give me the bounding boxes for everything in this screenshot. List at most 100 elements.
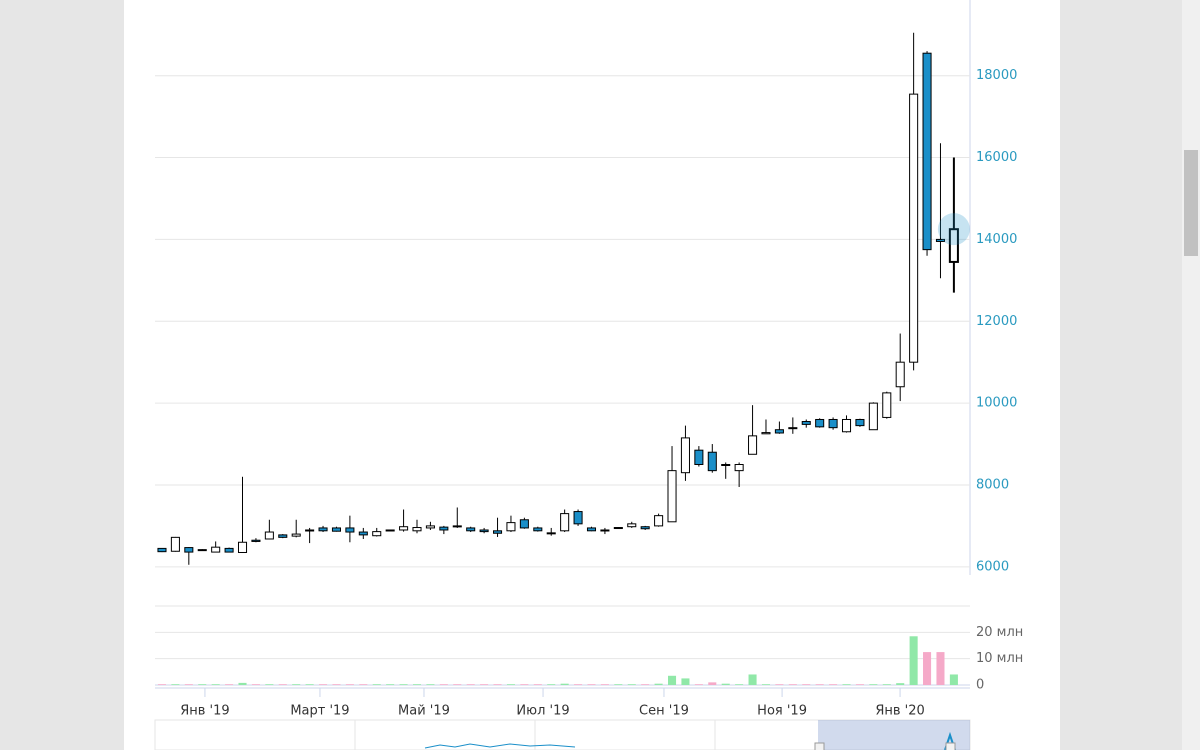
- volume-tick-label: 10 млн: [976, 651, 1023, 666]
- candle-body: [667, 470, 677, 523]
- volume-bar: [211, 684, 220, 685]
- volume-bar: [869, 684, 878, 685]
- candle-body: [734, 464, 744, 472]
- x-tick-label: Ноя '19: [757, 704, 807, 719]
- candle-body: [224, 547, 234, 553]
- volume-bar: [654, 683, 663, 685]
- volume-bar: [748, 674, 757, 685]
- candle-body: [278, 534, 288, 538]
- volume-bar: [574, 684, 583, 685]
- volume-bar: [735, 684, 744, 685]
- candle-body: [560, 513, 570, 532]
- candle-body: [466, 527, 476, 532]
- volume-bar: [923, 652, 932, 685]
- volume-bar: [319, 684, 328, 685]
- volume-bar: [198, 684, 207, 685]
- volume-bar: [896, 683, 905, 685]
- candle-body: [654, 515, 664, 527]
- y-tick-label: 16000: [976, 150, 1017, 165]
- volume-bar: [412, 684, 422, 685]
- volume-bar: [909, 636, 918, 685]
- volume-bar: [265, 684, 274, 685]
- candle-body: [546, 532, 556, 535]
- volume-bar: [157, 684, 167, 685]
- volume-bar: [493, 684, 502, 685]
- volume-bar: [802, 684, 811, 685]
- candle-body: [506, 522, 516, 532]
- candle-body: [748, 435, 758, 455]
- candle-body: [372, 531, 382, 537]
- candle-body: [345, 527, 355, 533]
- volume-bar: [292, 684, 301, 685]
- volume-bar: [761, 684, 771, 685]
- volume-bar: [788, 684, 797, 685]
- candle-body: [157, 547, 167, 553]
- volume-bar: [547, 684, 556, 685]
- y-tick-label: 18000: [976, 68, 1017, 83]
- candle-body: [627, 523, 637, 528]
- candle-body: [868, 402, 878, 431]
- volume-bar: [453, 684, 462, 685]
- volume-bar: [480, 684, 489, 685]
- candle-body: [882, 392, 892, 418]
- volume-bar: [681, 678, 690, 685]
- volume-bar: [520, 684, 529, 685]
- candle-body: [761, 432, 771, 435]
- navigator-selection[interactable]: [818, 720, 970, 750]
- candle-body: [211, 546, 221, 553]
- scrollbar[interactable]: [1182, 0, 1200, 750]
- volume-bar: [238, 682, 247, 685]
- candle-body: [801, 421, 811, 425]
- candle-body: [788, 427, 798, 430]
- candle-body: [197, 549, 207, 552]
- candle-body: [533, 527, 543, 532]
- navigator[interactable]: [154, 719, 971, 750]
- candle-body: [721, 464, 731, 467]
- y-tick-label: 10000: [976, 396, 1017, 411]
- volume-bar: [627, 684, 636, 685]
- volume-bar: [466, 684, 475, 685]
- volume-bar: [184, 684, 193, 685]
- y-tick-label: 14000: [976, 232, 1017, 247]
- candle-body: [815, 418, 825, 428]
- volume-bar: [439, 684, 448, 685]
- volume-bar: [721, 683, 730, 685]
- candle-body: [452, 525, 462, 528]
- candle-body: [828, 418, 838, 429]
- candle-body: [895, 361, 905, 388]
- candle-body: [385, 529, 395, 532]
- scroll-thumb[interactable]: [1184, 150, 1198, 256]
- navigator-handle[interactable]: [945, 742, 956, 750]
- volume-bar: [641, 684, 650, 685]
- volume-bar: [278, 684, 287, 685]
- volume-bar: [533, 684, 542, 685]
- candle-body: [573, 511, 583, 525]
- y-tick-label: 6000: [976, 559, 1009, 574]
- candle-body: [425, 525, 435, 529]
- volume-bar: [829, 684, 838, 685]
- candle-body: [251, 539, 261, 542]
- candle-body: [412, 527, 422, 532]
- candle-body: [586, 527, 597, 532]
- volume-bar: [708, 682, 717, 685]
- candle-body: [694, 449, 704, 466]
- volume-bar: [305, 684, 314, 685]
- candle-body: [479, 529, 489, 533]
- volume-bar: [949, 674, 958, 685]
- navigator-handle[interactable]: [814, 742, 825, 750]
- candle-body: [170, 536, 180, 552]
- x-tick-label: Март '19: [290, 704, 349, 719]
- candle-body: [948, 228, 959, 263]
- x-tick-label: Июл '19: [516, 704, 569, 719]
- volume-bar: [587, 684, 596, 685]
- candle-body: [640, 526, 650, 530]
- volume-bar: [600, 684, 609, 685]
- volume-bar: [694, 684, 703, 685]
- candle-body: [600, 529, 610, 532]
- volume-bar: [171, 684, 180, 685]
- candle-body: [493, 530, 503, 534]
- volume-bar: [882, 684, 891, 685]
- candle-body: [305, 529, 315, 532]
